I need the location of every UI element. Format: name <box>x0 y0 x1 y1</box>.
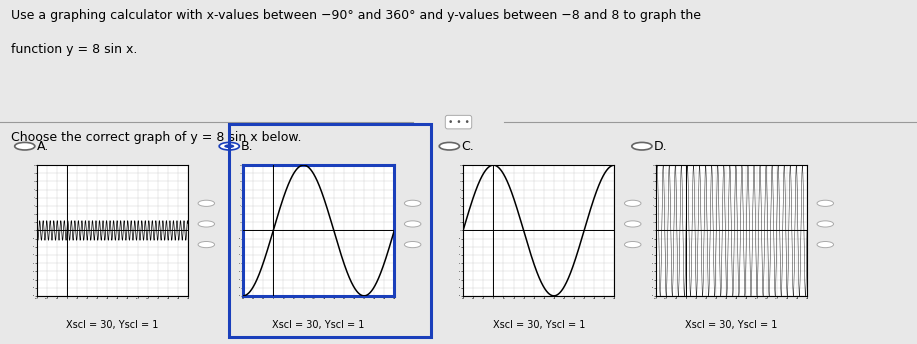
Text: Choose the correct graph of y = 8 sin x below.: Choose the correct graph of y = 8 sin x … <box>11 131 302 144</box>
Text: Use a graphing calculator with x-values between −90° and 360° and y-values betwe: Use a graphing calculator with x-values … <box>11 9 701 22</box>
Text: C.: C. <box>461 140 474 153</box>
Text: function y = 8 sin x.: function y = 8 sin x. <box>11 43 138 56</box>
Text: A.: A. <box>37 140 49 153</box>
Text: D.: D. <box>654 140 668 153</box>
Text: Xscl = 30, Yscl = 1: Xscl = 30, Yscl = 1 <box>492 320 585 330</box>
Text: • • •: • • • <box>447 118 470 127</box>
Text: B.: B. <box>241 140 254 153</box>
Text: Xscl = 30, Yscl = 1: Xscl = 30, Yscl = 1 <box>272 320 365 330</box>
Text: Xscl = 30, Yscl = 1: Xscl = 30, Yscl = 1 <box>66 320 159 330</box>
Text: Xscl = 30, Yscl = 1: Xscl = 30, Yscl = 1 <box>685 320 778 330</box>
